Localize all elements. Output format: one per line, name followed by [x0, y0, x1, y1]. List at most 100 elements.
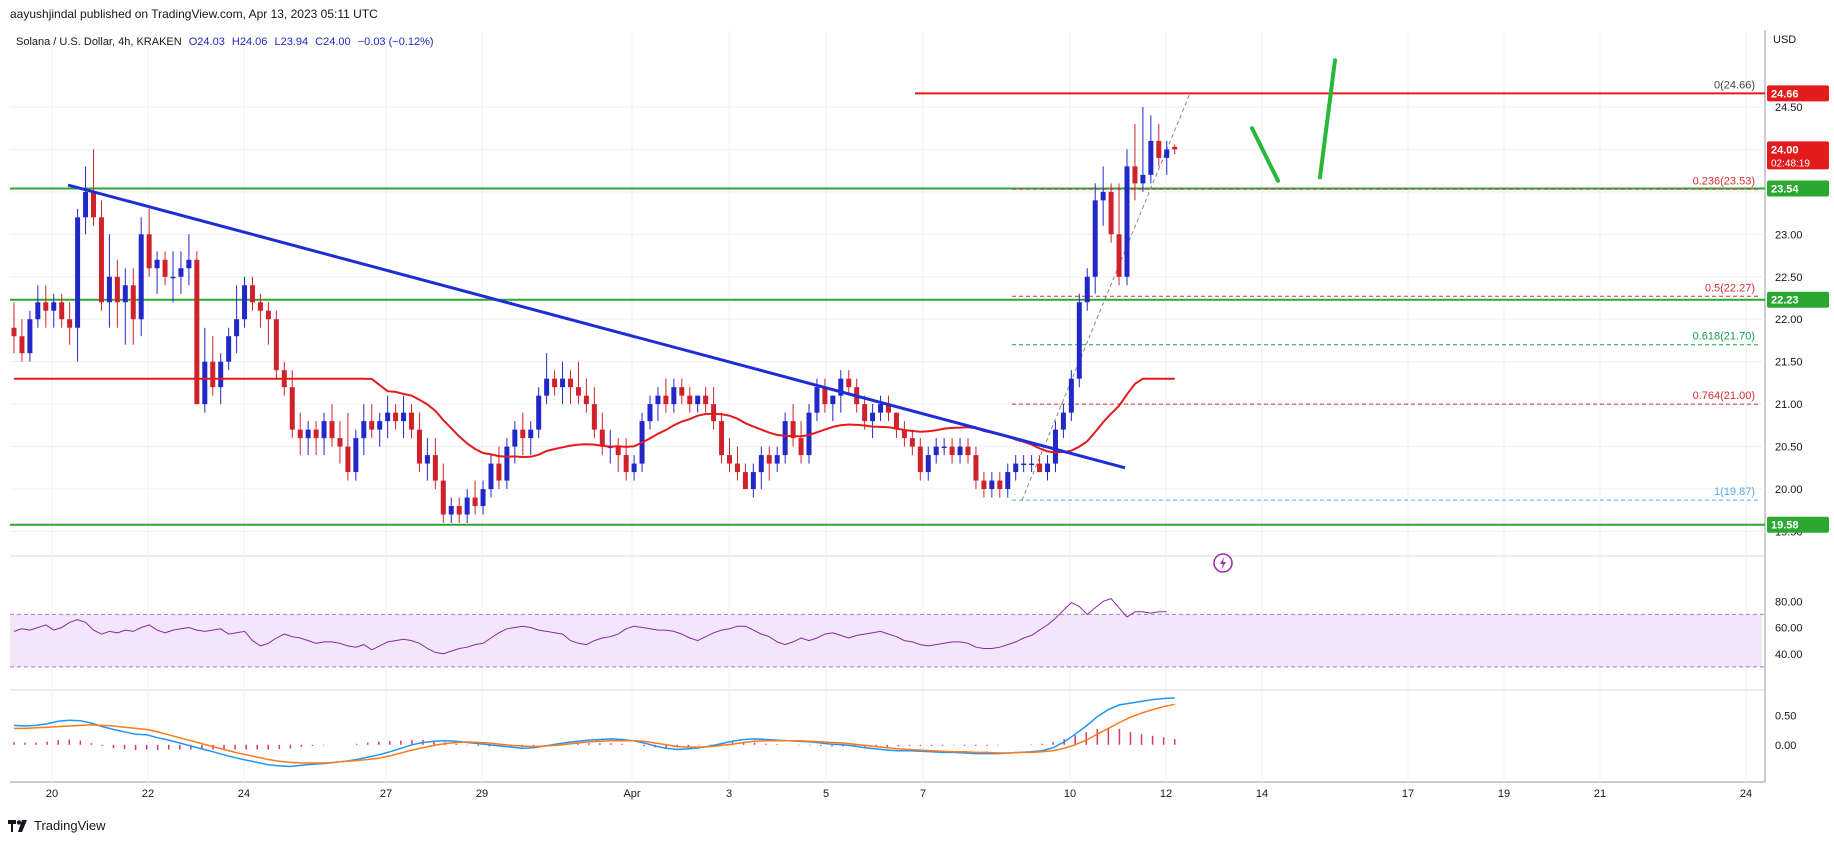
candle-body	[91, 191, 96, 218]
candle-body	[512, 429, 518, 447]
candle-body	[51, 302, 57, 311]
price-label-text: 23.54	[1771, 183, 1799, 195]
candle-body	[957, 446, 963, 456]
candle-body	[1124, 166, 1130, 277]
candle-body	[154, 259, 160, 269]
date-tick: 10	[1064, 788, 1076, 800]
projection-arrow-down	[1250, 126, 1280, 183]
candle-body	[488, 463, 494, 490]
price-label-box	[1767, 291, 1829, 308]
date-tick: 14	[1256, 788, 1268, 800]
drawings	[1213, 58, 1337, 573]
price-label-box	[1767, 180, 1829, 197]
candle-body	[393, 412, 399, 422]
candle-body	[671, 387, 677, 405]
date-tick: 27	[380, 788, 392, 800]
candle-body	[297, 429, 303, 439]
candle-body	[711, 404, 717, 422]
levels	[10, 92, 1765, 526]
candle-body	[925, 455, 931, 473]
candle-body	[226, 336, 232, 362]
ohlc-high: H24.06	[232, 36, 267, 48]
candle-body	[862, 404, 868, 422]
candle-body	[1108, 191, 1114, 235]
candle-body	[528, 429, 534, 439]
candle-body	[146, 234, 152, 269]
price-tick: 22.00	[1775, 314, 1803, 326]
candle-body	[1052, 429, 1058, 464]
trend-line	[67, 183, 1126, 470]
fib-label: 0.5(22.27)	[1705, 282, 1755, 294]
date-tick: 5	[823, 788, 829, 800]
rsi-pane	[10, 598, 1765, 668]
candle-body	[1029, 463, 1035, 466]
candle-body	[416, 429, 422, 464]
candle-body	[1037, 463, 1043, 473]
price-label-box	[1767, 516, 1829, 533]
price-label-box	[1767, 85, 1829, 102]
price-tick: 21.50	[1775, 357, 1803, 369]
price-label-countdown: 02:48:19	[1771, 158, 1810, 169]
candle-body	[1045, 463, 1050, 473]
candle-body	[186, 259, 192, 269]
candle-body	[369, 421, 375, 430]
candle-body	[1084, 276, 1090, 303]
candle-body	[170, 276, 176, 279]
candle-body	[575, 387, 581, 396]
candle-body	[766, 455, 772, 464]
footer-brand[interactable]: TradingView	[8, 818, 106, 833]
candle-body	[337, 438, 343, 447]
candle-body	[750, 472, 756, 490]
price-tick: 21.00	[1775, 399, 1803, 411]
candle-body	[472, 497, 478, 507]
candle-body	[949, 446, 955, 456]
candle-body	[409, 412, 414, 430]
candle-body	[790, 421, 796, 439]
candle-body	[106, 276, 112, 303]
fib-label: 0(24.66)	[1714, 79, 1755, 91]
candle-body	[1021, 463, 1027, 466]
candle-body	[448, 506, 454, 515]
candle-body	[806, 412, 812, 456]
candle-body	[289, 387, 295, 430]
candle-body	[83, 191, 89, 218]
axes: 24.5024.0023.5023.0022.5022.0021.5021.00…	[46, 102, 1803, 800]
macd-pane	[13, 697, 1176, 768]
price-label-text: 19.58	[1771, 520, 1799, 532]
candle-body	[1068, 378, 1074, 413]
candle-body	[647, 404, 653, 422]
candle-body	[265, 310, 271, 320]
date-tick: 12	[1160, 788, 1172, 800]
candle-body	[130, 285, 136, 320]
candle-body	[178, 268, 184, 277]
tradingview-logo-icon	[8, 819, 27, 832]
candle-body	[114, 276, 120, 303]
price-label-text: 24.66	[1771, 88, 1799, 100]
candle-body	[1116, 234, 1122, 277]
macd-signal-line	[14, 703, 1175, 764]
price-tick: 20.50	[1775, 442, 1803, 454]
candle-body	[385, 412, 391, 422]
candle-body	[35, 302, 41, 320]
rsi-tick: 60.00	[1775, 623, 1803, 635]
candle-body	[345, 446, 351, 473]
date-tick: 7	[920, 788, 926, 800]
candle-body	[75, 217, 81, 328]
candle-body	[989, 480, 995, 490]
ohlc-low: L23.94	[274, 36, 308, 48]
candle-body	[1005, 472, 1011, 490]
date-tick: Apr	[623, 788, 640, 800]
candle-body	[695, 395, 701, 405]
symbol-line: Solana / U.S. Dollar, 4h, KRAKEN	[16, 36, 182, 48]
candle-body	[98, 217, 104, 303]
candle-body	[1156, 140, 1162, 158]
candle-body	[536, 395, 542, 430]
candle-body	[27, 319, 33, 354]
candle-body	[218, 361, 224, 388]
candle-body	[202, 361, 208, 405]
date-tick: 21	[1594, 788, 1606, 800]
price-label-box	[1767, 141, 1829, 170]
candle-body	[1060, 412, 1066, 430]
price-label-text: 24.00	[1771, 144, 1799, 156]
